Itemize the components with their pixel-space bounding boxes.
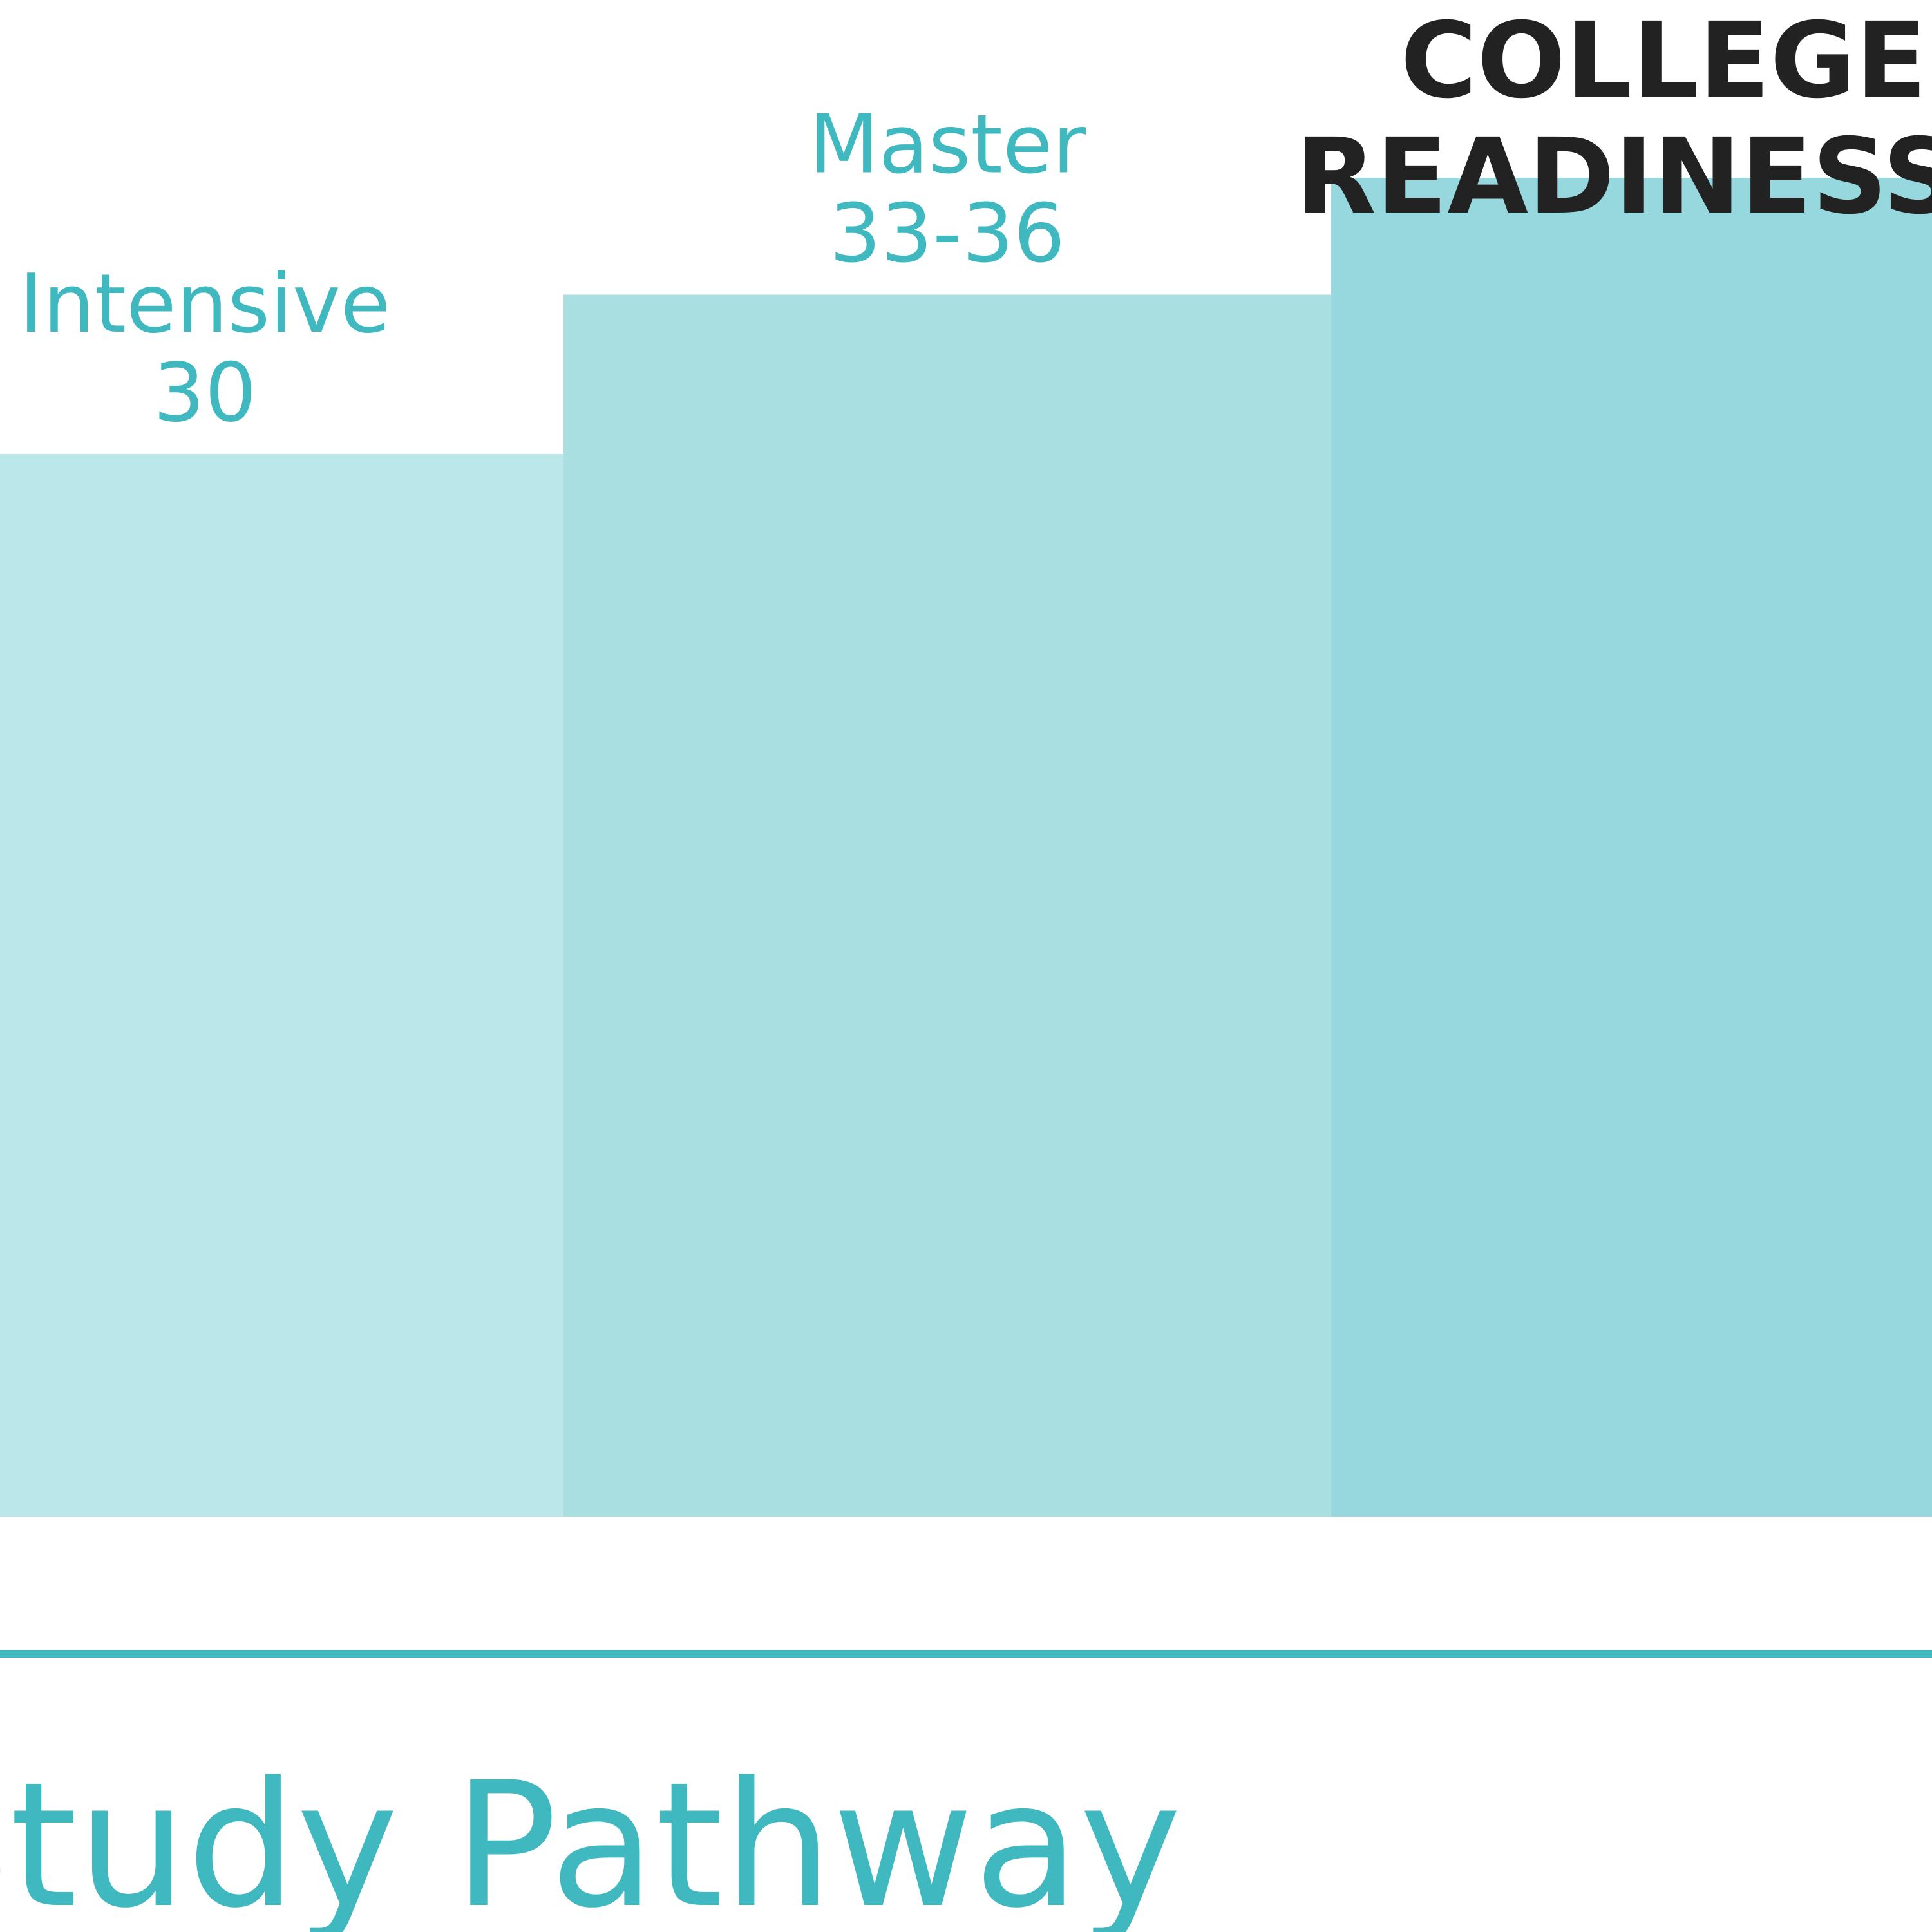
pathway-title: Study Pathway [0,1745,1182,1932]
bar-1 [0,454,564,1517]
college-readiness-headline: COLLEGE [1401,1,1927,122]
bars-layer [0,178,1932,1517]
bar-3 [1331,178,1932,1517]
headline-line-1: COLLEGE [1401,1,1927,122]
headline-line-2: READINESS [1296,117,1932,238]
bar-category-label-2: Master [809,97,1086,192]
bar-category-label-1: Intensive [19,256,391,351]
college-readiness-headline-2: READINESS [1296,117,1932,238]
bar-value-label-2: 33-36 [829,186,1065,281]
bar-2 [564,294,1331,1517]
bar-value-label-1: 30 [153,345,256,440]
